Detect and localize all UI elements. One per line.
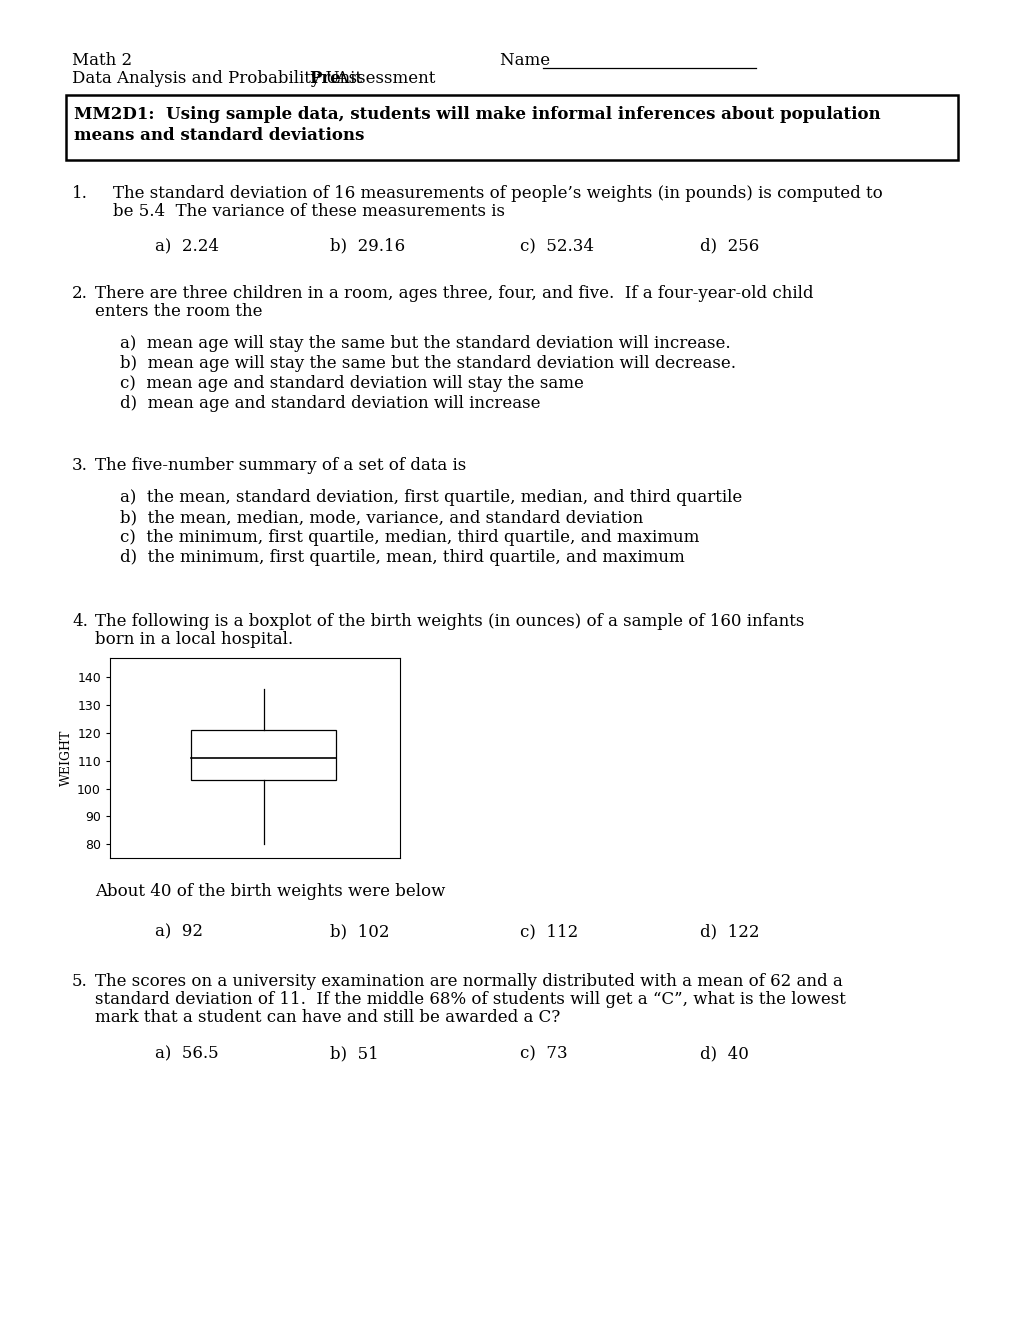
Text: d)  the minimum, first quartile, mean, third quartile, and maximum: d) the minimum, first quartile, mean, th… xyxy=(120,549,684,566)
Text: a)  2.24: a) 2.24 xyxy=(155,238,219,253)
Text: a)  56.5: a) 56.5 xyxy=(155,1045,218,1063)
Text: a)  92: a) 92 xyxy=(155,923,203,940)
Text: standard deviation of 11.  If the middle 68% of students will get a “C”, what is: standard deviation of 11. If the middle … xyxy=(95,991,845,1008)
Text: a)  the mean, standard deviation, first quartile, median, and third quartile: a) the mean, standard deviation, first q… xyxy=(120,488,742,506)
Text: Data Analysis and Probability Unit: Data Analysis and Probability Unit xyxy=(72,70,367,87)
Text: means and standard deviations: means and standard deviations xyxy=(74,127,364,144)
Text: b)  mean age will stay the same but the standard deviation will decrease.: b) mean age will stay the same but the s… xyxy=(120,355,736,372)
Text: c)  112: c) 112 xyxy=(520,923,578,940)
Text: d)  122: d) 122 xyxy=(699,923,759,940)
Text: 3.: 3. xyxy=(72,457,88,474)
Text: There are three children in a room, ages three, four, and five.  If a four-year-: There are three children in a room, ages… xyxy=(95,285,813,302)
Text: enters the room the: enters the room the xyxy=(95,304,262,319)
Text: b)  51: b) 51 xyxy=(330,1045,378,1063)
Text: d)  mean age and standard deviation will increase: d) mean age and standard deviation will … xyxy=(120,395,540,412)
Text: About 40 of the birth weights were below: About 40 of the birth weights were below xyxy=(95,883,445,900)
Text: 1.: 1. xyxy=(72,185,88,202)
Text: b)  102: b) 102 xyxy=(330,923,389,940)
Text: be 5.4  The variance of these measurements is: be 5.4 The variance of these measurement… xyxy=(113,203,504,220)
Text: 4.: 4. xyxy=(72,612,88,630)
Text: The standard deviation of 16 measurements of people’s weights (in pounds) is com: The standard deviation of 16 measurement… xyxy=(113,185,881,202)
Text: d)  256: d) 256 xyxy=(699,238,758,253)
Text: Pre: Pre xyxy=(309,70,340,87)
Text: 5.: 5. xyxy=(72,973,88,990)
Text: c)  mean age and standard deviation will stay the same: c) mean age and standard deviation will … xyxy=(120,375,583,392)
Text: The five-number summary of a set of data is: The five-number summary of a set of data… xyxy=(95,457,466,474)
Text: The scores on a university examination are normally distributed with a mean of 6: The scores on a university examination a… xyxy=(95,973,842,990)
Text: 2.: 2. xyxy=(72,285,88,302)
Text: c)  the minimum, first quartile, median, third quartile, and maximum: c) the minimum, first quartile, median, … xyxy=(120,529,699,546)
Text: Name: Name xyxy=(499,51,554,69)
Text: d)  40: d) 40 xyxy=(699,1045,748,1063)
Text: b)  the mean, median, mode, variance, and standard deviation: b) the mean, median, mode, variance, and… xyxy=(120,510,643,525)
Text: MM2D1:  Using sample data, students will make informal inferences about populati: MM2D1: Using sample data, students will … xyxy=(74,106,879,123)
Text: b)  29.16: b) 29.16 xyxy=(330,238,405,253)
Text: c)  73: c) 73 xyxy=(520,1045,567,1063)
Text: c)  52.34: c) 52.34 xyxy=(520,238,593,253)
Text: -Assessment: -Assessment xyxy=(331,70,435,87)
Text: mark that a student can have and still be awarded a C?: mark that a student can have and still b… xyxy=(95,1008,559,1026)
Text: a)  mean age will stay the same but the standard deviation will increase.: a) mean age will stay the same but the s… xyxy=(120,335,730,352)
Y-axis label: WEIGHT: WEIGHT xyxy=(60,730,73,787)
Bar xyxy=(66,95,957,160)
Text: born in a local hospital.: born in a local hospital. xyxy=(95,631,292,648)
Text: Math 2: Math 2 xyxy=(72,51,132,69)
Text: The following is a boxplot of the birth weights (in ounces) of a sample of 160 i: The following is a boxplot of the birth … xyxy=(95,612,804,630)
Bar xyxy=(191,730,336,780)
